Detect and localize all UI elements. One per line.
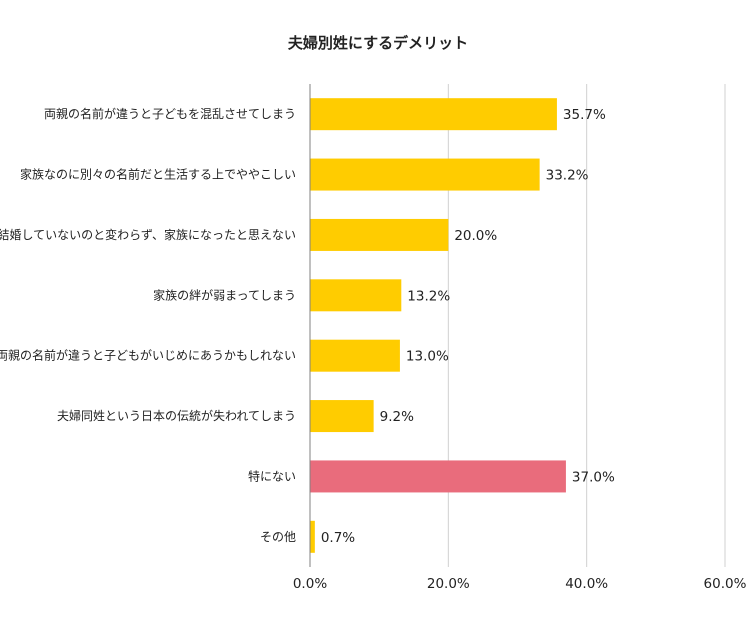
bar bbox=[310, 400, 374, 433]
data-label: 0.7% bbox=[321, 530, 355, 546]
bar bbox=[310, 460, 566, 493]
gridlines bbox=[447, 84, 726, 567]
data-label: 13.0% bbox=[406, 349, 449, 365]
bar bbox=[310, 158, 540, 191]
x-tick-label: 20.0% bbox=[427, 576, 470, 592]
bar bbox=[310, 218, 449, 251]
data-label: 35.7% bbox=[563, 107, 606, 123]
category-label: 家族の絆が弱まってしまう bbox=[153, 287, 296, 302]
bar bbox=[310, 520, 315, 553]
bar bbox=[310, 98, 557, 131]
category-label: その他 bbox=[260, 530, 296, 544]
x-tick-label: 0.0% bbox=[293, 576, 327, 592]
bar bbox=[310, 339, 400, 372]
chart-title: 夫婦別姓にするデメリット bbox=[288, 34, 468, 52]
data-label: 37.0% bbox=[572, 469, 615, 485]
bars bbox=[310, 98, 566, 553]
category-label: 特にない bbox=[248, 468, 296, 483]
bar bbox=[310, 279, 402, 312]
category-label: 両親の名前が違うと子どもがいじめにあうかもしれない bbox=[0, 348, 296, 363]
data-label: 9.2% bbox=[380, 409, 414, 425]
data-label: 13.2% bbox=[407, 288, 450, 304]
category-label: 結婚していないのと変わらず、家族になったと思えない bbox=[0, 227, 296, 242]
category-label: 夫婦同姓という日本の伝統が失われてしまう bbox=[57, 408, 296, 423]
data-label: 20.0% bbox=[454, 228, 497, 244]
x-tick-label: 60.0% bbox=[704, 576, 747, 592]
x-tick-label: 40.0% bbox=[565, 576, 608, 592]
labels: 0.0% 20.0% 40.0% 60.0% 両親の名前が違うと子どもを混乱させてしまう… bbox=[0, 106, 747, 592]
category-label: 両親の名前が違うと子どもを混乱させてしまう bbox=[44, 106, 296, 121]
category-label: 家族なのに別々の名前だと生活する上でややこしい bbox=[20, 167, 296, 182]
data-label: 33.2% bbox=[546, 168, 589, 184]
